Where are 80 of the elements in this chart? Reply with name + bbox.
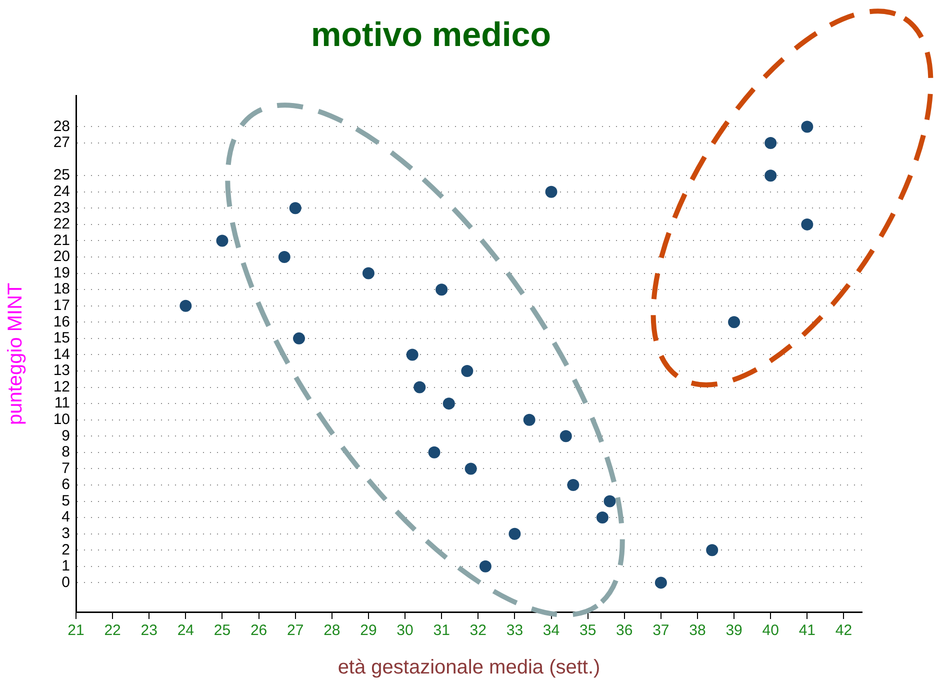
y-tick-label: 28 bbox=[53, 118, 70, 135]
x-tick-label: 33 bbox=[506, 622, 524, 640]
point bbox=[764, 170, 777, 182]
y-tick-label: 12 bbox=[53, 378, 70, 396]
point bbox=[289, 202, 302, 214]
y-tick-label: 19 bbox=[53, 264, 70, 282]
x-tick-label: 36 bbox=[616, 622, 633, 640]
x-tick-label: 41 bbox=[798, 622, 816, 640]
y-tick-label: 10 bbox=[53, 410, 70, 428]
point bbox=[414, 381, 426, 394]
y-tick-label: 3 bbox=[62, 524, 70, 542]
y-tick-label: 16 bbox=[53, 313, 70, 330]
point bbox=[523, 414, 536, 426]
y-tick-label: 20 bbox=[53, 248, 70, 266]
y-tick-label: 17 bbox=[53, 297, 70, 314]
y-tick-label: 11 bbox=[54, 394, 70, 412]
y-tick-label: 7 bbox=[62, 460, 70, 477]
point bbox=[406, 348, 418, 361]
x-tick-label: 37 bbox=[652, 622, 670, 640]
point bbox=[278, 251, 290, 264]
x-tick-label: 35 bbox=[579, 622, 596, 640]
y-tick-label: 13 bbox=[53, 362, 70, 380]
x-tick-label: 39 bbox=[726, 622, 742, 640]
x-tick-label: 29 bbox=[360, 622, 377, 640]
point bbox=[508, 528, 521, 540]
y-tick-label: 24 bbox=[53, 183, 70, 200]
point bbox=[461, 365, 474, 377]
x-tick-label: 31 bbox=[433, 622, 450, 640]
point bbox=[801, 218, 814, 230]
y-tick-label: 27 bbox=[53, 134, 70, 152]
point bbox=[604, 495, 616, 508]
point bbox=[728, 316, 740, 328]
point bbox=[706, 544, 718, 556]
x-tick-label: 30 bbox=[396, 622, 414, 640]
y-tick-label: 5 bbox=[62, 492, 70, 510]
y-tick-label: 22 bbox=[53, 216, 70, 233]
y-tick-label: 1 bbox=[62, 558, 70, 575]
x-tick-label: 28 bbox=[324, 622, 340, 640]
point bbox=[216, 234, 228, 247]
point bbox=[362, 267, 374, 280]
point bbox=[180, 300, 192, 312]
y-tick-label: 18 bbox=[53, 280, 70, 298]
point bbox=[436, 284, 448, 296]
y-tick-label: 2 bbox=[62, 541, 70, 558]
point bbox=[654, 576, 667, 589]
x-tick-label: 27 bbox=[287, 622, 304, 640]
x-tick-label: 38 bbox=[689, 622, 706, 640]
y-tick-label: 14 bbox=[53, 346, 70, 363]
x-tick-label: 42 bbox=[835, 622, 852, 640]
y-tick-label: 23 bbox=[53, 199, 70, 216]
x-tick-label: 24 bbox=[177, 622, 194, 640]
point bbox=[442, 398, 455, 410]
y-axis-title: punteggio MINT bbox=[4, 282, 27, 426]
y-tick-label: 0 bbox=[62, 574, 70, 591]
chart-title: motivo medico bbox=[311, 16, 551, 54]
x-tick-label: 32 bbox=[470, 622, 486, 640]
x-tick-label: 40 bbox=[762, 622, 779, 640]
point bbox=[801, 120, 814, 133]
x-axis-title: età gestazionale media (sett.) bbox=[338, 656, 600, 679]
x-tick-label: 26 bbox=[250, 622, 268, 640]
y-tick-label: 8 bbox=[62, 444, 70, 461]
x-tick-label: 23 bbox=[140, 622, 158, 640]
point bbox=[545, 186, 558, 198]
point bbox=[567, 478, 580, 491]
point bbox=[428, 446, 440, 458]
y-tick-label: 6 bbox=[62, 476, 70, 494]
point bbox=[560, 430, 572, 442]
point bbox=[596, 512, 608, 524]
point bbox=[764, 137, 777, 150]
point bbox=[479, 560, 492, 572]
y-tick-label: 21 bbox=[53, 232, 70, 249]
x-tick-label: 22 bbox=[104, 622, 121, 640]
x-tick-label: 34 bbox=[542, 622, 560, 640]
y-tick-label: 9 bbox=[62, 427, 70, 444]
x-tick-label: 25 bbox=[214, 622, 231, 640]
point bbox=[464, 462, 477, 475]
y-tick-label: 25 bbox=[53, 166, 70, 184]
point bbox=[293, 332, 306, 344]
y-tick-label: 15 bbox=[53, 330, 70, 347]
y-tick-label: 4 bbox=[62, 508, 70, 526]
